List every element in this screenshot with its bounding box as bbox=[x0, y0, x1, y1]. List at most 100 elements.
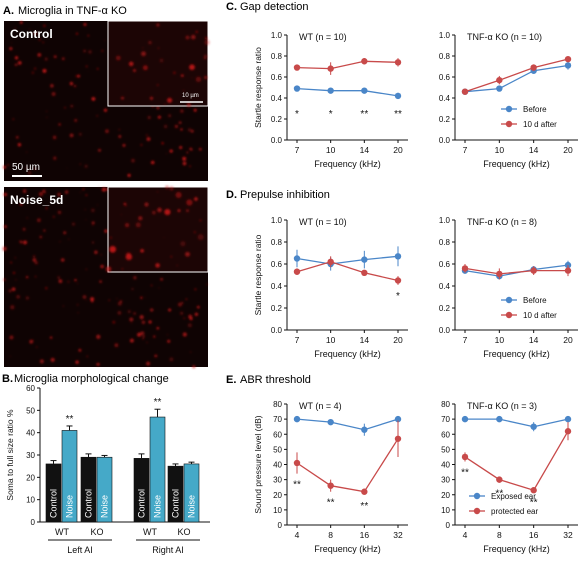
microglia-cell bbox=[83, 49, 86, 53]
microglia-cell bbox=[50, 83, 54, 88]
microglia-cell bbox=[146, 341, 148, 344]
legend-marker bbox=[473, 492, 481, 500]
panel-d-letter: D. bbox=[226, 189, 237, 201]
microglia-cell bbox=[43, 229, 46, 232]
x-tick-label: 14 bbox=[529, 335, 539, 345]
microglia-cell bbox=[45, 207, 48, 210]
data-point bbox=[564, 62, 572, 69]
subplot-title: WT (n = 10) bbox=[299, 32, 347, 42]
data-point bbox=[327, 482, 334, 489]
y-tick-label: 0.2 bbox=[439, 115, 451, 124]
microglia-cell bbox=[77, 312, 79, 314]
microglia-cell bbox=[9, 335, 14, 340]
microglia-cell bbox=[19, 21, 23, 24]
significance-mark: ** bbox=[530, 498, 538, 509]
microglia-cell bbox=[121, 268, 124, 270]
x-tick-label: 10 bbox=[326, 145, 336, 155]
chart-prepulse-wt: 0.0 0.2 0.4 0.6 0.8 1.0 7 10 14 20 Frequency (kHz)… bbox=[253, 216, 408, 359]
microglia-cell bbox=[14, 257, 16, 259]
subplot-title: TNF-α KO (n = 3) bbox=[467, 401, 537, 411]
microglia-cell bbox=[150, 160, 155, 165]
data-point bbox=[496, 85, 503, 92]
microglia-cell bbox=[26, 217, 29, 219]
microglia-cell bbox=[168, 114, 172, 118]
microglia-cell bbox=[60, 258, 65, 262]
data-point bbox=[461, 265, 469, 272]
microglia-cell bbox=[58, 123, 61, 126]
microglia-cell bbox=[34, 275, 37, 278]
microglia-cell bbox=[96, 334, 101, 339]
y-tick-label: 10 bbox=[26, 496, 35, 505]
microglia-cell bbox=[198, 147, 202, 151]
microglia-cell bbox=[185, 318, 186, 319]
x-tick-label: 7 bbox=[463, 145, 468, 155]
data-point bbox=[564, 428, 572, 435]
y-tick-label: 1.0 bbox=[271, 31, 283, 40]
bar-inner-label: Noise bbox=[100, 495, 110, 518]
panel-e-letter: E. bbox=[226, 374, 236, 386]
y-axis-label: Soma to full size ratio % bbox=[5, 409, 15, 501]
microglia-cell bbox=[43, 24, 46, 27]
data-point bbox=[361, 87, 368, 94]
microglia-cell bbox=[128, 61, 134, 67]
data-point bbox=[327, 258, 334, 265]
microglia-cell bbox=[153, 335, 156, 338]
microglia-cell bbox=[83, 22, 87, 27]
microglia-cell bbox=[7, 164, 9, 166]
microglia-cell bbox=[79, 163, 81, 165]
y-tick-label: 30 bbox=[273, 476, 282, 485]
microglia-cell bbox=[187, 127, 192, 132]
data-point bbox=[530, 267, 537, 274]
data-point bbox=[293, 64, 301, 71]
microglia-cell bbox=[67, 280, 70, 284]
microglia-cell bbox=[8, 289, 12, 293]
x-tick-label: 20 bbox=[563, 145, 573, 155]
microglia-cell bbox=[168, 308, 172, 312]
microglia-cell bbox=[157, 115, 161, 119]
x-tick-label: 16 bbox=[360, 530, 370, 540]
microglia-cell bbox=[127, 309, 131, 314]
microglia-cell bbox=[125, 252, 132, 258]
microglia-cell bbox=[100, 264, 104, 269]
microglia-cell bbox=[87, 70, 89, 72]
data-point bbox=[564, 55, 572, 63]
bar-inner-label: Control bbox=[49, 489, 59, 518]
microglia-cell bbox=[53, 156, 57, 160]
significance-mark: ** bbox=[360, 109, 368, 120]
microglia-cell bbox=[148, 320, 152, 324]
y-tick-label: 0.0 bbox=[439, 136, 451, 145]
significance-mark: ** bbox=[66, 414, 74, 425]
series-line bbox=[296, 60, 399, 70]
microglia-cell bbox=[34, 261, 38, 265]
microglia-cell bbox=[183, 317, 185, 319]
x-tick-label: 8 bbox=[328, 530, 333, 540]
microglia-cell bbox=[142, 47, 144, 49]
microglia-cell bbox=[57, 210, 62, 215]
microglia-cell bbox=[142, 337, 145, 340]
microglia-cell bbox=[25, 296, 30, 300]
microglia-cell bbox=[63, 231, 67, 235]
microglia-cell bbox=[204, 75, 208, 80]
panel-c-letter: C. bbox=[226, 1, 237, 13]
data-point bbox=[293, 459, 301, 467]
microglia-cell bbox=[121, 96, 124, 100]
microglia-cell bbox=[189, 147, 193, 151]
significance-mark: ** bbox=[154, 397, 162, 408]
microglia-cell bbox=[61, 57, 65, 61]
inset-box-control bbox=[107, 20, 209, 107]
microglia-cell bbox=[194, 197, 198, 201]
microglia-cell bbox=[98, 186, 100, 188]
x-tick-label: 7 bbox=[295, 335, 300, 345]
panel-b-title: Microglia morphological change bbox=[14, 373, 169, 385]
microglia-cell bbox=[59, 240, 61, 243]
micrograph-control: Control 10 µm 50 µm bbox=[3, 20, 210, 181]
microglia-cell bbox=[84, 208, 86, 211]
microglia-cell bbox=[10, 261, 12, 264]
group-label: Right AI bbox=[152, 545, 184, 555]
x-axis-label: Frequency (kHz) bbox=[483, 349, 550, 359]
microglia-cell bbox=[123, 202, 127, 206]
microglia-cell bbox=[14, 27, 16, 29]
microglia-cell bbox=[70, 104, 74, 108]
microglia-cell bbox=[69, 81, 74, 86]
